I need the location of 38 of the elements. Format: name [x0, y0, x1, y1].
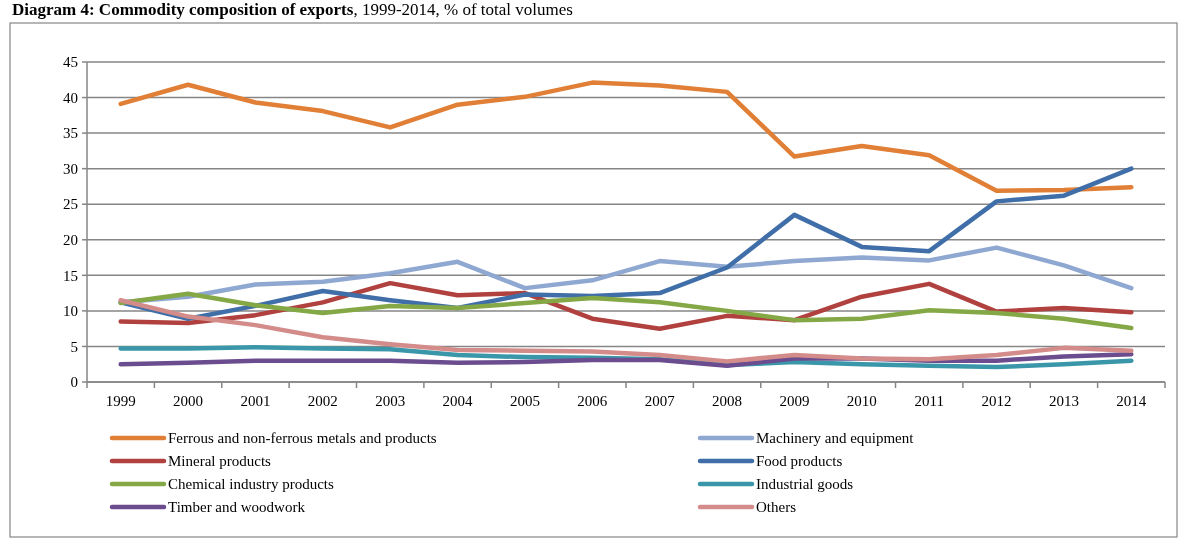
- y-tick-label: 5: [70, 338, 78, 355]
- x-tick-label: 2013: [1048, 393, 1079, 409]
- x-tick-label: 2010: [846, 393, 877, 409]
- chart-title: Diagram 4: Commodity composition of exports, 1999-2014, % of total volumes: [12, 0, 573, 19]
- x-tick-label: 2002: [307, 393, 338, 409]
- x-tick-label: 2004: [442, 393, 474, 409]
- x-tick-label: 2008: [712, 393, 743, 409]
- x-tick-label: 2006: [577, 393, 608, 409]
- legend-label: Industrial goods: [756, 476, 854, 493]
- legend-label: Food products: [756, 453, 843, 470]
- legend-label: Ferrous and non-ferrous metals and products: [168, 430, 437, 447]
- y-tick-label: 20: [63, 232, 78, 249]
- x-tick-label: 1999: [105, 393, 136, 409]
- x-tick-label: 2012: [981, 393, 1012, 409]
- legend-label: Timber and woodwork: [168, 499, 306, 516]
- legend-label: Mineral products: [168, 453, 272, 470]
- legend-label: Others: [756, 499, 797, 516]
- x-tick-label: 2001: [240, 393, 271, 409]
- x-tick-label: 2011: [914, 393, 944, 409]
- x-tick-label: 2007: [644, 393, 676, 409]
- y-tick-label: 15: [63, 267, 78, 284]
- y-tick-label: 30: [63, 160, 78, 177]
- line-series: [118, 80, 1134, 193]
- legend-label: Chemical industry products: [168, 476, 334, 493]
- line-series: [118, 291, 1134, 331]
- x-tick-label: 2014: [1116, 393, 1147, 409]
- y-tick-label: 40: [63, 89, 78, 106]
- y-tick-label: 45: [63, 54, 78, 71]
- x-tick-label: 2005: [509, 393, 540, 409]
- y-tick-label: 10: [63, 303, 78, 320]
- x-tick-label: 2000: [173, 393, 204, 409]
- line-series: [118, 297, 1134, 364]
- y-tick-label: 25: [63, 196, 78, 213]
- x-tick-label: 2003: [375, 393, 406, 409]
- x-tick-label: 2009: [779, 393, 810, 409]
- y-tick-label: 35: [63, 125, 78, 142]
- legend-label: Machinery and equipment: [756, 430, 915, 447]
- y-tick-label: 0: [70, 374, 78, 391]
